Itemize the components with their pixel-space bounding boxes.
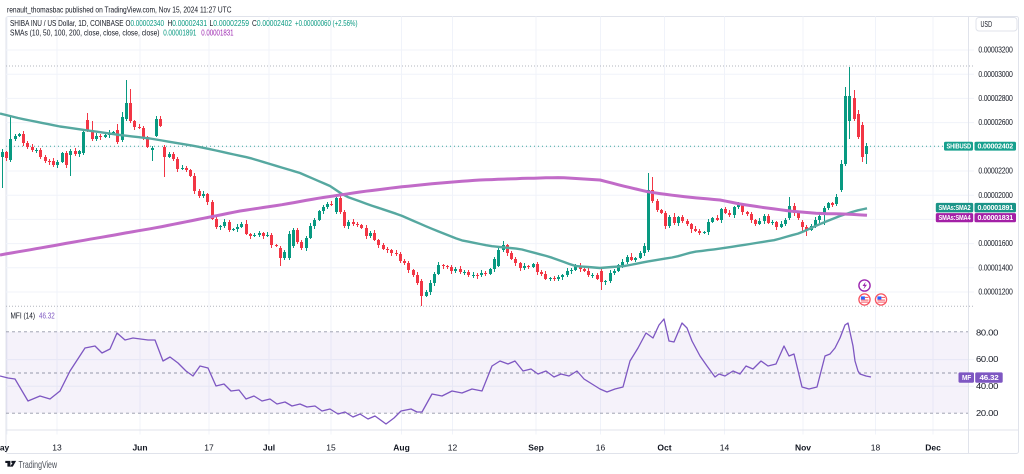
svg-text:12: 12 xyxy=(448,443,458,453)
svg-text:Dec: Dec xyxy=(925,443,941,453)
svg-text:L0.00002259: L0.00002259 xyxy=(210,19,250,28)
svg-text:MFI (14): MFI (14) xyxy=(11,311,36,320)
svg-text:46.32: 46.32 xyxy=(980,375,999,382)
svg-text:17: 17 xyxy=(204,443,214,453)
svg-text:0.00002200: 0.00002200 xyxy=(978,167,1013,176)
svg-text:+0.00000060 (+2.56%): +0.00000060 (+2.56%) xyxy=(295,19,358,28)
svg-text:Jul: Jul xyxy=(263,443,275,453)
svg-text:SHIBUSD: SHIBUSD xyxy=(947,144,972,151)
svg-text:Sep: Sep xyxy=(528,443,544,453)
svg-text:14: 14 xyxy=(720,443,730,453)
svg-text:TradingView: TradingView xyxy=(19,459,58,471)
svg-text:0.00001891: 0.00001891 xyxy=(163,28,197,37)
svg-text:Aug: Aug xyxy=(393,443,410,453)
svg-text:renault_thomasbac published on: renault_thomasbac published on TradingVi… xyxy=(7,4,232,14)
svg-text:Nov: Nov xyxy=(795,443,811,453)
svg-text:13: 13 xyxy=(52,443,62,453)
svg-text:80.00: 80.00 xyxy=(976,329,999,338)
svg-text:SMAs:SMA4: SMAs:SMA4 xyxy=(939,215,971,222)
svg-text:0.00002600: 0.00002600 xyxy=(978,118,1013,127)
svg-text:H0.00002431: H0.00002431 xyxy=(168,19,208,28)
svg-text:0.00002800: 0.00002800 xyxy=(978,94,1013,103)
svg-text:46.32: 46.32 xyxy=(39,311,55,320)
svg-text:0.00001200: 0.00001200 xyxy=(978,288,1013,297)
svg-text:0.00002402: 0.00002402 xyxy=(978,144,1014,151)
svg-text:0.00003200: 0.00003200 xyxy=(978,46,1013,55)
svg-text:SMAs:SMA2: SMAs:SMA2 xyxy=(939,205,971,212)
svg-text:SMAs (10, 50, 100, 200, close,: SMAs (10, 50, 100, 200, close, close, cl… xyxy=(10,28,160,37)
svg-text:0.00003000: 0.00003000 xyxy=(978,70,1013,79)
svg-text:0.00001400: 0.00001400 xyxy=(978,263,1013,272)
svg-text:0.00001600: 0.00001600 xyxy=(978,239,1013,248)
svg-text:C0.00002402: C0.00002402 xyxy=(252,19,292,28)
svg-text:0.00001891: 0.00001891 xyxy=(978,205,1014,212)
svg-text:16: 16 xyxy=(596,443,606,453)
svg-text:60.00: 60.00 xyxy=(976,355,999,364)
svg-text:40.00: 40.00 xyxy=(976,382,999,391)
svg-text:20.00: 20.00 xyxy=(976,409,999,418)
svg-text:Oct: Oct xyxy=(657,443,671,453)
svg-text:USD: USD xyxy=(981,20,993,29)
svg-text:0.00001831: 0.00001831 xyxy=(978,215,1014,222)
svg-text:18: 18 xyxy=(871,443,881,453)
svg-text:0.00002000: 0.00002000 xyxy=(978,191,1013,200)
svg-text:15: 15 xyxy=(326,443,336,453)
svg-text:O0.00002340: O0.00002340 xyxy=(126,19,165,28)
svg-text:Jun: Jun xyxy=(132,443,147,453)
svg-text:May: May xyxy=(0,443,10,453)
svg-text:0.00001831: 0.00001831 xyxy=(201,28,234,37)
svg-text:SHIBA INU / US Dollar, 1D, COI: SHIBA INU / US Dollar, 1D, COINBASE xyxy=(10,19,124,28)
svg-text:MF: MF xyxy=(962,375,972,382)
